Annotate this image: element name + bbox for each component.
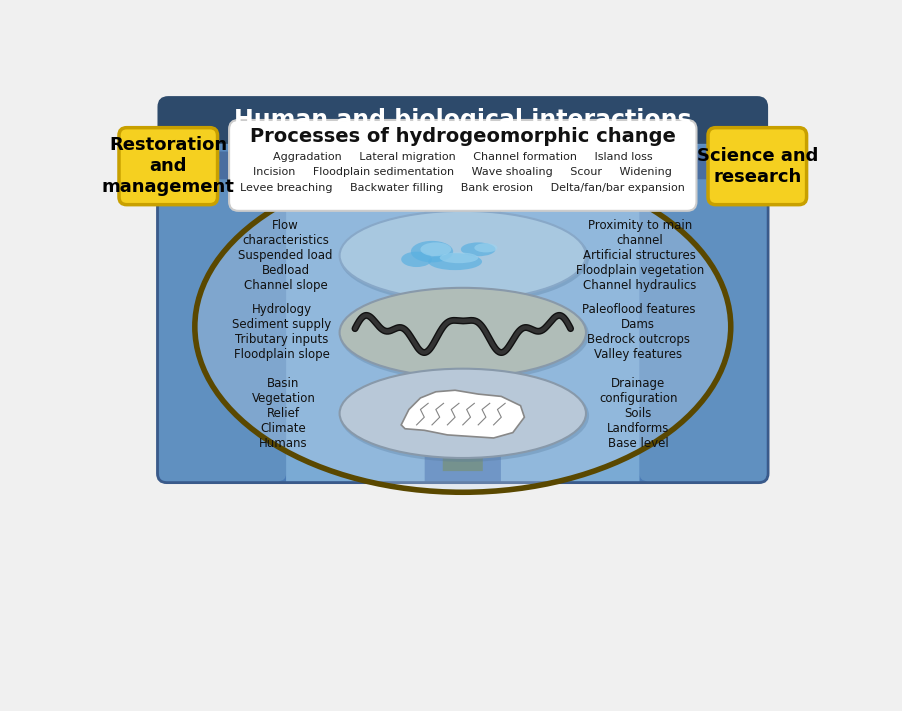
Text: Boundaries: Boundaries [665,151,743,166]
Ellipse shape [339,211,585,300]
Ellipse shape [339,289,588,381]
Bar [441,311,483,333]
FancyBboxPatch shape [639,141,766,481]
Ellipse shape [439,252,478,263]
Text: Processes of hydrogeomorphic change: Processes of hydrogeomorphic change [250,127,675,146]
Text: Drainage
configuration
Soils
Landforms
Base level: Drainage configuration Soils Landforms B… [598,377,676,450]
Text: Proximity to main
channel
Artificial structures
Floodplain vegetation
Channel hy: Proximity to main channel Artificial str… [575,219,704,292]
Polygon shape [219,141,238,190]
Polygon shape [686,141,705,190]
Text: Drivers: Drivers [196,151,245,166]
Text: Aggradation     Lateral migration     Channel formation     Island loss: Aggradation Lateral migration Channel fo… [272,152,652,162]
Ellipse shape [339,288,585,377]
FancyBboxPatch shape [119,128,217,205]
Polygon shape [420,132,504,471]
FancyBboxPatch shape [648,145,759,172]
FancyBboxPatch shape [286,141,424,481]
Text: Restoration
and
management: Restoration and management [102,137,235,196]
Ellipse shape [339,370,588,462]
Text: Paleoflood features
Dams
Bedrock outcrops
Valley features: Paleoflood features Dams Bedrock outcrop… [581,304,695,361]
Text: Science and
research: Science and research [695,146,817,186]
Ellipse shape [195,161,730,492]
FancyBboxPatch shape [501,141,639,481]
Text: Human and biological interactions: Human and biological interactions [234,108,691,132]
Ellipse shape [460,242,495,256]
FancyBboxPatch shape [157,96,768,144]
FancyBboxPatch shape [229,120,695,211]
Ellipse shape [410,241,453,262]
FancyBboxPatch shape [707,128,805,205]
Ellipse shape [474,243,497,252]
Text: Levee breaching     Backwater filling     Bank erosion     Delta/fan/bar expansi: Levee breaching Backwater filling Bank e… [240,183,685,193]
Polygon shape [400,390,524,438]
Bar [441,376,483,398]
Text: Hydrology
Sediment supply
Tributary inputs
Floodplain slope: Hydrology Sediment supply Tributary inpu… [232,304,331,361]
Text: Basin
Vegetation
Relief
Climate
Humans: Basin Vegetation Relief Climate Humans [251,377,315,450]
FancyBboxPatch shape [159,141,286,481]
Ellipse shape [428,253,482,270]
Ellipse shape [339,212,588,304]
Ellipse shape [400,252,431,267]
Ellipse shape [339,369,585,458]
FancyBboxPatch shape [157,140,768,483]
FancyBboxPatch shape [165,145,277,172]
Ellipse shape [420,242,451,256]
Text: Flow
characteristics
Suspended load
Bedload
Channel slope: Flow characteristics Suspended load Bedl… [238,219,333,292]
Text: Incision     Floodplain sedimentation     Wave shoaling     Scour     Widening: Incision Floodplain sedimentation Wave s… [253,167,671,177]
